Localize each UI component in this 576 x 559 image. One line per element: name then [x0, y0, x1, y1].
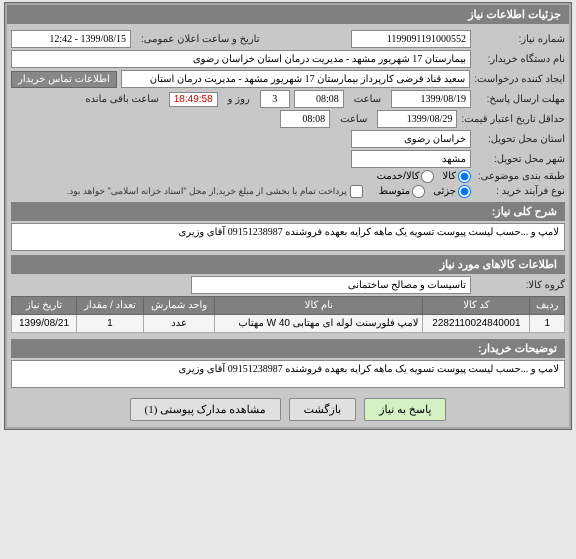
category-radio-group: کالا کالا/خدمت	[377, 170, 471, 183]
validity-time-input[interactable]	[280, 110, 330, 128]
row-need-number: شماره نیاز: تاریخ و ساعت اعلان عمومی:	[11, 30, 565, 48]
partial-pay-input[interactable]	[350, 185, 363, 198]
items-table: ردیف کد کالا نام کالا واحد شمارش تعداد /…	[11, 296, 565, 333]
radio-medium-input[interactable]	[412, 185, 425, 198]
cell-n: 1	[530, 315, 565, 333]
desc-section-label: شرح کلی نیاز:	[11, 202, 565, 221]
remaining-label: ساعت باقی مانده	[85, 94, 158, 105]
province-label: استان محل تحویل:	[475, 134, 565, 145]
table-header-row: ردیف کد کالا نام کالا واحد شمارش تعداد /…	[12, 297, 565, 315]
days-label: روز و	[228, 94, 250, 105]
radio-medium[interactable]: متوسط	[379, 185, 425, 198]
buyer-notes-box[interactable]: لامپ و ...حسب لیست پیوست تسویه یک ماهه ک…	[11, 360, 565, 388]
radio-goods-label: کالا	[442, 171, 456, 182]
row-group: گروه کالا:	[11, 276, 565, 294]
button-bar: پاسخ به نیاز بازگشت مشاهده مدارک پیوستی …	[7, 392, 569, 427]
timer-display: 18:49:58	[169, 92, 218, 107]
col-name: نام کالا	[215, 297, 423, 315]
col-qty: تعداد / مقدار	[77, 297, 144, 315]
category-label: طبقه بندی موضوعی:	[475, 171, 565, 182]
cell-name: لامپ فلورسنت لوله ای مهتابی W 40 مهتاب	[215, 315, 423, 333]
radio-small-input[interactable]	[458, 185, 471, 198]
radio-goods[interactable]: کالا	[442, 170, 471, 183]
province-input[interactable]	[351, 130, 471, 148]
city-input[interactable]	[351, 150, 471, 168]
creator-input[interactable]	[121, 70, 470, 88]
row-process: نوع فرآیند خرید : جزئی متوسط پرداخت تمام…	[11, 185, 565, 198]
partial-pay-check[interactable]: پرداخت تمام یا بخشی از مبلغ خرید,از محل …	[67, 185, 363, 198]
cell-date: 1399/08/21	[12, 315, 77, 333]
process-radio-group: جزئی متوسط	[379, 185, 471, 198]
creator-label: ایجاد کننده درخواست:	[474, 74, 565, 85]
announce-label: تاریخ و ساعت اعلان عمومی:	[141, 34, 260, 45]
back-button[interactable]: بازگشت	[289, 398, 357, 421]
cell-qty: 1	[77, 315, 144, 333]
col-row: ردیف	[530, 297, 565, 315]
items-section-label: اطلاعات کالاهای مورد نیاز	[11, 255, 565, 274]
table-row[interactable]: 1 2282110024840001 لامپ فلورسنت لوله ای …	[12, 315, 565, 333]
radio-medium-label: متوسط	[379, 186, 410, 197]
cell-unit: عدد	[143, 315, 215, 333]
radio-small-label: جزئی	[433, 186, 456, 197]
row-province: استان محل تحویل:	[11, 130, 565, 148]
deadline-label: مهلت ارسال پاسخ:	[475, 94, 565, 105]
col-unit: واحد شمارش	[143, 297, 215, 315]
cell-code: 2282110024840001	[423, 315, 530, 333]
radio-service-input[interactable]	[421, 170, 434, 183]
radio-small[interactable]: جزئی	[433, 185, 471, 198]
need-number-label: شماره نیاز:	[475, 34, 565, 45]
respond-button[interactable]: پاسخ به نیاز	[364, 398, 446, 421]
partial-pay-label: پرداخت تمام یا بخشی از مبلغ خرید,از محل …	[67, 186, 347, 197]
row-category: طبقه بندی موضوعی: کالا کالا/خدمت	[11, 170, 565, 183]
attachments-button[interactable]: مشاهده مدارک پیوستی (1)	[130, 398, 281, 421]
announce-input[interactable]	[11, 30, 131, 48]
validity-date-input[interactable]	[377, 110, 457, 128]
panel-body: شماره نیاز: تاریخ و ساعت اعلان عمومی: نا…	[7, 24, 569, 392]
row-validity: حداقل تاریخ اعتبار قیمت: ساعت	[11, 110, 565, 128]
buyer-org-input[interactable]	[11, 50, 471, 68]
row-deadline: مهلت ارسال پاسخ: ساعت روز و 18:49:58 ساع…	[11, 90, 565, 108]
buyer-org-label: نام دستگاه خریدار:	[475, 54, 565, 65]
validity-label: حداقل تاریخ اعتبار قیمت:	[461, 114, 565, 125]
col-code: کد کالا	[423, 297, 530, 315]
city-label: شهر محل تحویل:	[475, 154, 565, 165]
radio-goods-input[interactable]	[458, 170, 471, 183]
main-panel: جزئیات اطلاعات نیاز شماره نیاز: تاریخ و …	[4, 2, 572, 430]
buyer-notes-label: توضیحات خریدار:	[11, 339, 565, 358]
row-buyer-org: نام دستگاه خریدار:	[11, 50, 565, 68]
deadline-time-input[interactable]	[294, 90, 344, 108]
row-creator: ایجاد کننده درخواست: اطلاعات تماس خریدار	[11, 70, 565, 88]
time-label-2: ساعت	[340, 114, 367, 125]
deadline-date-input[interactable]	[391, 90, 471, 108]
contact-button[interactable]: اطلاعات تماس خریدار	[11, 71, 117, 88]
description-box[interactable]: لامپ و ...حسب لیست پیوست تسویه یک ماهه ک…	[11, 223, 565, 251]
panel-title: جزئیات اطلاعات نیاز	[7, 5, 569, 24]
radio-service-label: کالا/خدمت	[377, 171, 420, 182]
time-label-1: ساعت	[354, 94, 381, 105]
col-date: تاریخ نیاز	[12, 297, 77, 315]
group-input[interactable]	[191, 276, 471, 294]
need-number-input[interactable]	[351, 30, 471, 48]
group-label: گروه کالا:	[475, 280, 565, 291]
row-city: شهر محل تحویل:	[11, 150, 565, 168]
process-label: نوع فرآیند خرید :	[475, 186, 565, 197]
radio-service[interactable]: کالا/خدمت	[377, 170, 435, 183]
remaining-days-input[interactable]	[260, 90, 290, 108]
